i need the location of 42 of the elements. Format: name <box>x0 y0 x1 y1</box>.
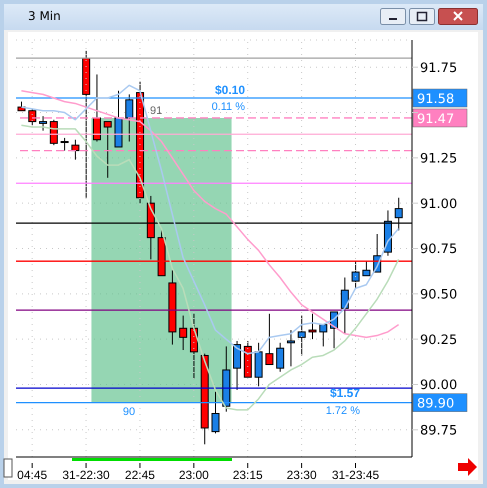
x-tick-label: 23:15 <box>232 468 264 482</box>
x-tick-label: 31-22:30 <box>62 468 110 482</box>
candlestick <box>60 137 69 152</box>
candlestick <box>233 340 242 390</box>
candlestick <box>39 116 48 132</box>
candlestick <box>340 277 349 334</box>
annotation: 91 <box>150 105 162 117</box>
candlestick <box>298 315 306 356</box>
x-tick-label: 22:45 <box>124 468 156 482</box>
candlestick <box>276 342 284 372</box>
x-tick-label: 31-23:45 <box>332 468 380 482</box>
x-tick-label: 23:30 <box>286 468 317 482</box>
annotation: $1.57 <box>330 386 360 400</box>
candlestick <box>179 315 188 351</box>
ref-line-label: 91.47 <box>417 112 454 127</box>
candlestick <box>308 313 316 340</box>
annotation: $0.10 <box>214 83 246 97</box>
y-tick-label: 90.75 <box>420 242 458 258</box>
annotation: 0.11 % <box>212 101 246 113</box>
candlestick <box>319 324 328 347</box>
candlestick <box>286 330 295 367</box>
candlestick <box>125 94 134 142</box>
y-tick-label: 90.50 <box>420 287 458 302</box>
y-tick-label: 91.00 <box>420 196 458 212</box>
annotation: 1.72 % <box>326 405 360 417</box>
candlestick <box>71 139 80 160</box>
y-tick-label: 91.75 <box>420 60 458 76</box>
y-tick-label: 90.00 <box>420 378 458 394</box>
y-tick-label: 90.25 <box>420 332 458 348</box>
candlestick <box>362 260 370 276</box>
y-tick-label: 91.25 <box>420 151 458 166</box>
x-tick-label: 23:00 <box>178 468 210 482</box>
candlestick <box>212 391 220 434</box>
candlestick <box>265 313 274 366</box>
x-tick-label: 04:45 <box>17 468 48 482</box>
candlestick <box>352 260 360 289</box>
ref-line-label: 91.58 <box>417 92 454 108</box>
y-tick-label: 89.75 <box>420 423 458 438</box>
candlestick <box>104 121 112 178</box>
annotation: 90 <box>122 406 136 418</box>
chart-title: 3 Min <box>28 9 61 23</box>
ref-line-label: 89.90 <box>417 396 454 412</box>
